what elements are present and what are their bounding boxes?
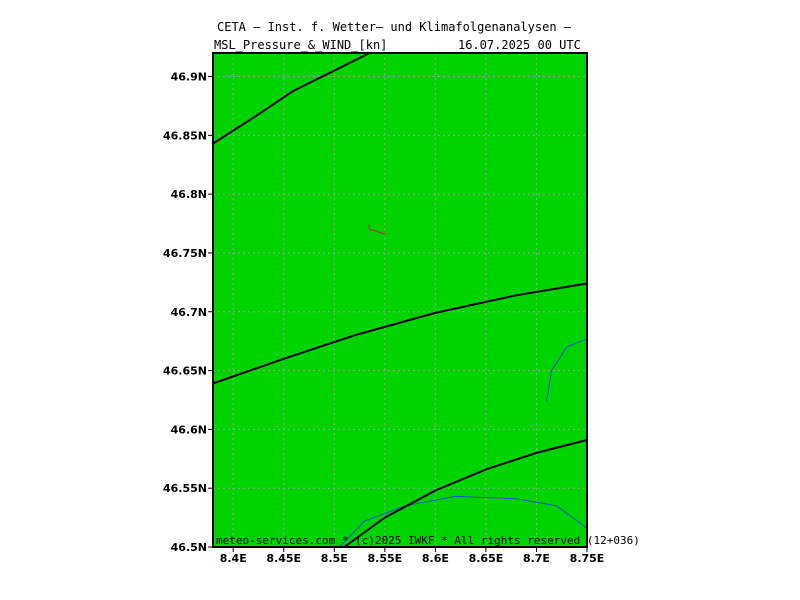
isobar-line	[343, 439, 588, 548]
grid-lines	[213, 53, 587, 547]
lon-tick-label: 8.45E	[266, 552, 301, 565]
copyright-footer: meteo-services.com * (c)2025 IWKF * All …	[216, 534, 640, 547]
river-line	[546, 338, 588, 402]
lon-tick-label: 8.4E	[220, 552, 247, 565]
isobars	[212, 52, 588, 548]
lat-tick-label: 46.85N	[163, 129, 207, 142]
lon-tick-label: 8.5E	[321, 552, 348, 565]
wind-barbs	[368, 224, 386, 235]
wind-barb	[368, 224, 386, 235]
valid-datetime: 16.07.2025 00 UTC	[458, 38, 581, 52]
map-title: CETA — Inst. f. Wetter— und Klimafolgena…	[217, 20, 572, 34]
lat-tick-label: 46.5N	[171, 541, 207, 554]
map-frame	[212, 52, 588, 548]
lat-tick-label: 46.7N	[171, 306, 207, 319]
isobar-line	[212, 282, 588, 385]
isobar-line	[212, 52, 371, 145]
lat-tick-label: 46.55N	[163, 482, 207, 495]
lon-tick-label: 8.75E	[570, 552, 605, 565]
river-line	[339, 495, 588, 548]
lat-tick-label: 46.6N	[171, 423, 207, 436]
lat-tick-label: 46.65N	[163, 365, 207, 378]
lat-tick-label: 46.8N	[171, 188, 207, 201]
lon-tick-label: 8.55E	[368, 552, 403, 565]
lat-tick-label: 46.75N	[163, 247, 207, 260]
lon-tick-label: 8.7E	[523, 552, 550, 565]
parameter-label: MSL_Pressure_&_WIND_[kn]	[214, 38, 388, 52]
land-area	[213, 53, 587, 547]
lat-tick-label: 46.9N	[171, 71, 207, 84]
lon-tick-label: 8.65E	[469, 552, 504, 565]
lon-tick-label: 8.6E	[422, 552, 449, 565]
axis-ticks: 46.9N 46.85N 46.8N 46.75N 46.7N 46.65N 46.6N 46…	[163, 71, 604, 565]
rivers	[339, 338, 588, 548]
